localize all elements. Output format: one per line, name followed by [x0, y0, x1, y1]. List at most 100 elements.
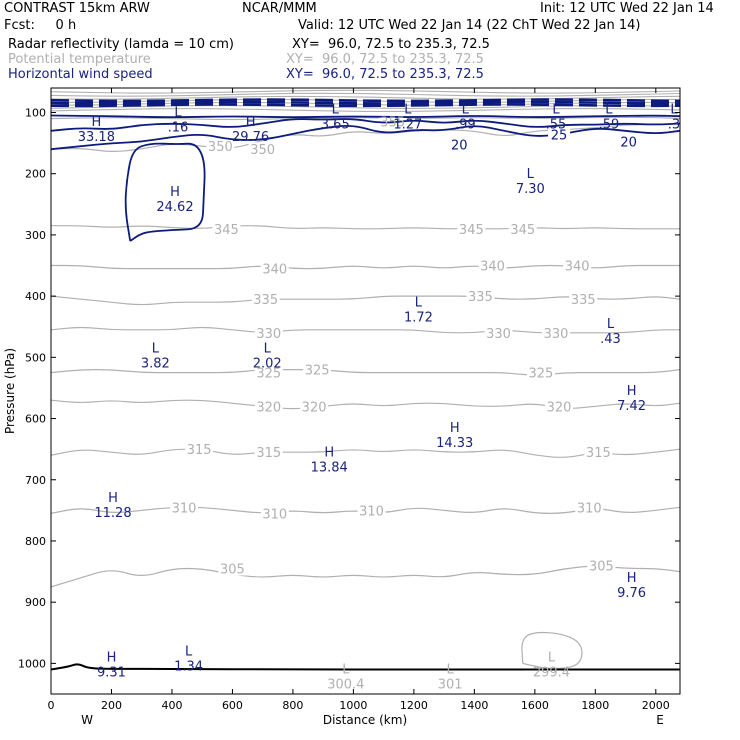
wind-label-mask — [617, 134, 640, 149]
theta-label-mask — [254, 365, 283, 380]
field-theta-xy: XY= 96.0, 72.5 to 235.3, 72.5 — [286, 52, 484, 67]
x-tick-label: 1600 — [521, 699, 549, 712]
high-marker: H — [450, 421, 460, 436]
x-tick-label: 1200 — [400, 699, 428, 712]
y-tick-label: 500 — [25, 351, 46, 364]
theta-contour-label: 310 — [577, 501, 602, 516]
theta-label-mask — [587, 558, 616, 573]
extremum-value: .59 — [599, 118, 620, 133]
high-marker: H — [324, 445, 334, 460]
theta-contour-label: 355 — [380, 116, 405, 131]
theta-contour-label: 305 — [589, 559, 614, 574]
theta-contour-315 — [51, 448, 680, 458]
wind-contour-label: 20 — [620, 135, 637, 150]
theta-label-mask — [542, 325, 571, 340]
theta-contour-325 — [51, 368, 680, 376]
theta-contour-label: 330 — [256, 327, 281, 342]
theta-contour-label: 320 — [256, 400, 281, 415]
extremum-value: 299.4 — [533, 665, 570, 680]
low-marker: L — [670, 103, 678, 118]
low-marker: L — [447, 663, 455, 678]
field-wind-name: Horizontal wind speed — [8, 67, 153, 82]
theta-label-mask — [300, 399, 329, 414]
init-time: Init: 12 UTC Wed 22 Jan 14 — [540, 1, 714, 16]
theta-label-mask — [545, 399, 574, 414]
low-marker: L — [174, 106, 182, 121]
theta-label-mask — [254, 325, 283, 340]
extremum-value: 11.28 — [94, 506, 131, 521]
y-tick-label: 800 — [25, 535, 46, 548]
wind-contour-25 — [51, 118, 680, 132]
y-tick-label: 100 — [25, 106, 46, 119]
theta-label-mask — [212, 221, 241, 236]
extremum-value: 1.72 — [404, 310, 433, 325]
theta-label-mask — [466, 289, 495, 304]
low-marker: L — [415, 295, 423, 310]
ground-surface-line — [51, 663, 680, 671]
theta-label-mask — [508, 221, 537, 236]
low-marker: L — [527, 167, 535, 182]
theta-label-mask — [357, 503, 386, 518]
low-marker: L — [548, 650, 556, 665]
theta-contour-label: 325 — [256, 367, 281, 382]
y-tick-label: 1000 — [18, 657, 46, 670]
y-tick-label: 700 — [25, 474, 46, 487]
low-marker: L — [462, 103, 470, 118]
east-label: E — [656, 713, 664, 727]
theta-contour-label: 335 — [468, 290, 493, 305]
theta-label-mask — [484, 325, 513, 340]
extremum-value: 3.82 — [141, 356, 170, 371]
theta-contour-label: 325 — [305, 364, 330, 379]
theta-contour-label: 345 — [459, 223, 484, 238]
plot-frame — [50, 87, 681, 695]
theta-contour-label: 330 — [544, 327, 569, 342]
theta-contour-label: 315 — [256, 446, 281, 461]
theta-label-mask — [185, 442, 214, 457]
wind-label-mask — [548, 127, 571, 142]
theta-contour-label: 335 — [253, 293, 278, 308]
x-tick-label: 2000 — [642, 699, 670, 712]
wind-jet-core — [51, 103, 680, 108]
high-marker: H — [246, 115, 256, 130]
x-tick-label: 600 — [222, 699, 243, 712]
extremum-value: .55 — [546, 118, 567, 133]
theta-contour-label: 310 — [359, 504, 384, 519]
theta-label-mask — [206, 139, 235, 154]
theta-contour-label: 340 — [480, 260, 505, 275]
field-wind-xy: XY= 96.0, 72.5 to 235.3, 72.5 — [286, 67, 484, 82]
x-tick-label: 1400 — [460, 699, 488, 712]
theta-label-mask — [526, 365, 555, 380]
extremum-value: .16 — [168, 121, 189, 136]
extremum-value: 7.42 — [617, 399, 646, 414]
theta-contour-label: 335 — [571, 293, 596, 308]
extremum-value: 9.31 — [97, 665, 126, 680]
theta-contour-label: 350 — [250, 143, 275, 158]
theta-label-mask — [457, 221, 486, 236]
theta-label-mask — [563, 258, 592, 273]
x-tick-label: 0 — [48, 699, 55, 712]
extremum-value: 13.84 — [311, 460, 348, 475]
extremum-value: 29.76 — [232, 130, 269, 145]
theta-contour-label: 320 — [302, 400, 327, 415]
low-marker: L — [605, 103, 613, 118]
theta-contour-335 — [51, 295, 680, 306]
wind-contour-label: 25 — [551, 129, 568, 144]
y-tick-label: 300 — [25, 229, 46, 242]
forecast-hour: Fcst: 0 h — [4, 18, 77, 33]
extremum-value: 14.33 — [436, 436, 473, 451]
theta-contour-label: 340 — [262, 263, 287, 278]
extremum-value: 24.62 — [156, 200, 193, 215]
theta-contour-label: 345 — [510, 223, 535, 238]
extremum-value: 7.30 — [516, 182, 545, 197]
theta-contour-label: 320 — [547, 400, 572, 415]
theta-contour-355 — [51, 116, 680, 121]
theta-contour-upper — [51, 108, 680, 113]
high-marker: H — [91, 115, 101, 130]
wind-contour-label: 20 — [451, 138, 468, 153]
x-tick-label: 1800 — [581, 699, 609, 712]
extremum-value: 300.4 — [327, 678, 364, 693]
theta-label-mask — [254, 445, 283, 460]
theta-contour-upper — [51, 89, 680, 94]
extremum-value: 1.27 — [393, 118, 422, 133]
